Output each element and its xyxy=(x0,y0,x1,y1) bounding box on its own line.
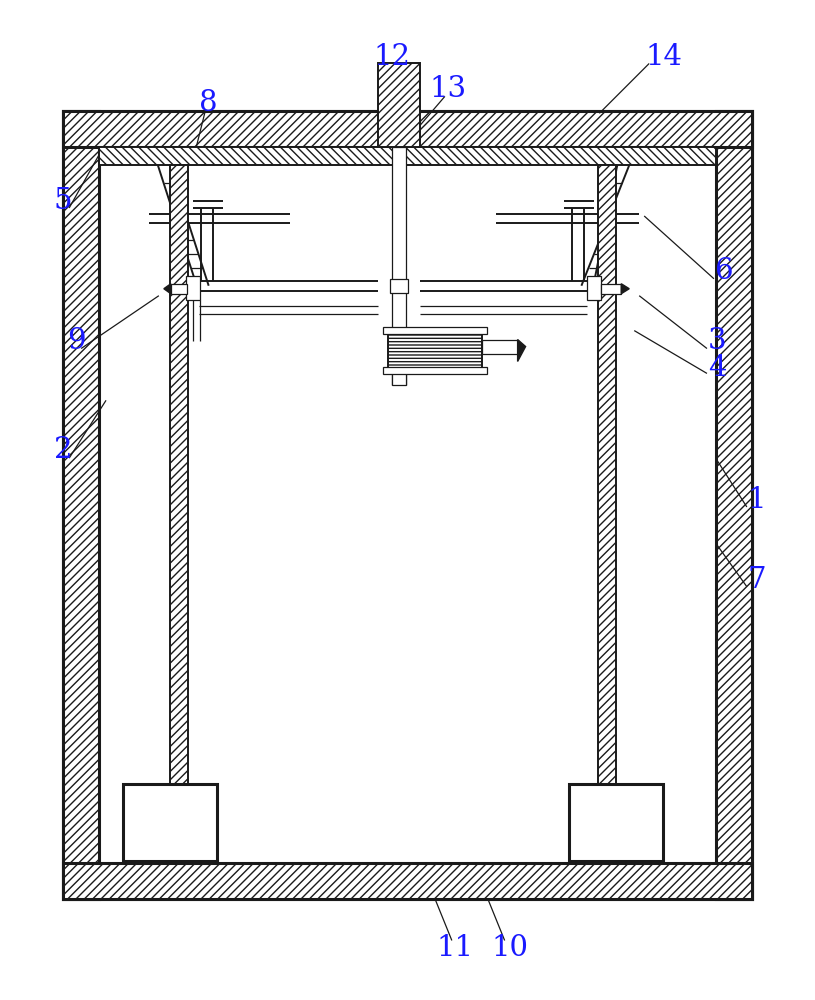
Bar xyxy=(388,333,482,368)
Text: 5: 5 xyxy=(54,187,73,215)
Text: 12: 12 xyxy=(373,43,411,71)
Bar xyxy=(390,279,408,293)
Bar xyxy=(601,284,621,294)
Bar xyxy=(588,276,601,300)
Text: 10: 10 xyxy=(491,934,528,962)
Bar xyxy=(186,276,200,300)
Text: 7: 7 xyxy=(747,566,766,594)
Bar xyxy=(378,63,420,147)
Bar xyxy=(64,863,751,899)
Text: 14: 14 xyxy=(645,43,683,71)
Text: 13: 13 xyxy=(430,75,466,103)
Bar xyxy=(170,165,187,861)
Text: 1: 1 xyxy=(747,486,766,514)
Bar xyxy=(392,147,406,385)
Text: 6: 6 xyxy=(715,257,734,285)
Bar xyxy=(171,284,187,294)
Text: 4: 4 xyxy=(707,354,726,382)
Bar xyxy=(99,147,716,165)
Bar xyxy=(383,367,487,374)
Polygon shape xyxy=(164,284,171,294)
Bar xyxy=(716,111,751,899)
Bar xyxy=(482,340,518,354)
Text: 3: 3 xyxy=(707,327,726,355)
Bar xyxy=(64,111,99,899)
Text: 11: 11 xyxy=(436,934,474,962)
Text: 8: 8 xyxy=(200,89,218,117)
Bar xyxy=(64,111,751,899)
Bar xyxy=(383,327,487,334)
Bar xyxy=(598,165,616,861)
Bar xyxy=(123,784,217,861)
Bar xyxy=(64,111,751,147)
Bar xyxy=(570,784,663,861)
Polygon shape xyxy=(621,284,629,294)
Bar xyxy=(99,147,716,863)
Text: 9: 9 xyxy=(67,327,86,355)
Polygon shape xyxy=(518,340,526,361)
Text: 2: 2 xyxy=(54,436,73,464)
